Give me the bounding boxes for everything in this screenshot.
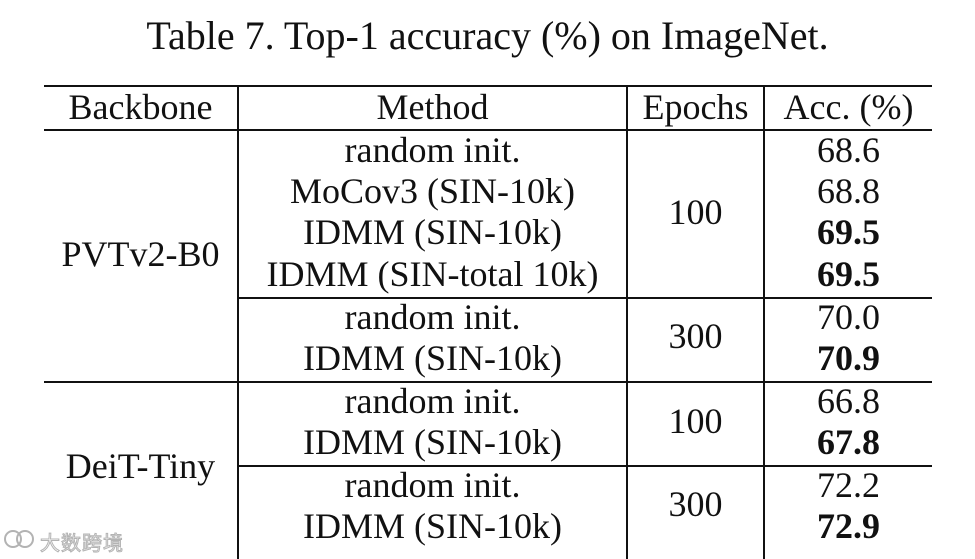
column-divider	[763, 85, 765, 559]
column-divider	[626, 85, 628, 559]
header-accuracy: Acc. (%)	[783, 87, 914, 127]
accuracy-cell: 66.8	[817, 381, 880, 421]
accuracy-cell: 70.0	[817, 297, 880, 337]
epochs-cell: 300	[668, 316, 723, 356]
backbone-cell: DeiT-Tiny	[65, 446, 216, 486]
method-cell: random init.	[344, 130, 521, 170]
brand-logo-icon	[4, 526, 34, 557]
watermark-text: 大数跨境	[40, 530, 124, 555]
accuracy-cell-best: 70.9	[817, 338, 880, 378]
table-caption: Table 7. Top-1 accuracy (%) on ImageNet.	[146, 13, 829, 58]
method-cell: random init.	[344, 381, 521, 421]
epochs-cell: 100	[668, 192, 723, 232]
accuracy-cell: 68.8	[817, 171, 880, 211]
method-cell: IDMM (SIN-10k)	[303, 506, 562, 546]
method-cell: MoCov3 (SIN-10k)	[290, 171, 575, 211]
method-cell: random init.	[344, 297, 521, 337]
accuracy-cell-best: 69.5	[817, 254, 880, 294]
watermark: 大数跨境	[4, 526, 124, 556]
method-cell: IDMM (SIN-total 10k)	[266, 254, 599, 294]
accuracy-cell: 68.6	[817, 130, 880, 170]
block-rule	[238, 465, 932, 467]
accuracy-cell: 72.2	[817, 465, 880, 505]
method-cell: IDMM (SIN-10k)	[303, 338, 562, 378]
column-divider	[237, 85, 239, 559]
method-cell: IDMM (SIN-10k)	[303, 212, 562, 252]
backbone-cell: PVTv2-B0	[61, 234, 220, 274]
header-backbone: Backbone	[68, 87, 213, 127]
method-cell: IDMM (SIN-10k)	[303, 422, 562, 462]
top-rule	[44, 85, 932, 87]
block-rule	[238, 297, 932, 299]
header-method: Method	[376, 87, 489, 127]
epochs-cell: 300	[668, 484, 723, 524]
accuracy-cell-best: 72.9	[817, 506, 880, 546]
accuracy-cell-best: 69.5	[817, 212, 880, 252]
epochs-cell: 100	[668, 401, 723, 441]
accuracy-cell-best: 67.8	[817, 422, 880, 462]
header-epochs: Epochs	[642, 87, 749, 127]
method-cell: random init.	[344, 465, 521, 505]
header-rule	[44, 129, 932, 131]
group-rule	[44, 381, 932, 383]
